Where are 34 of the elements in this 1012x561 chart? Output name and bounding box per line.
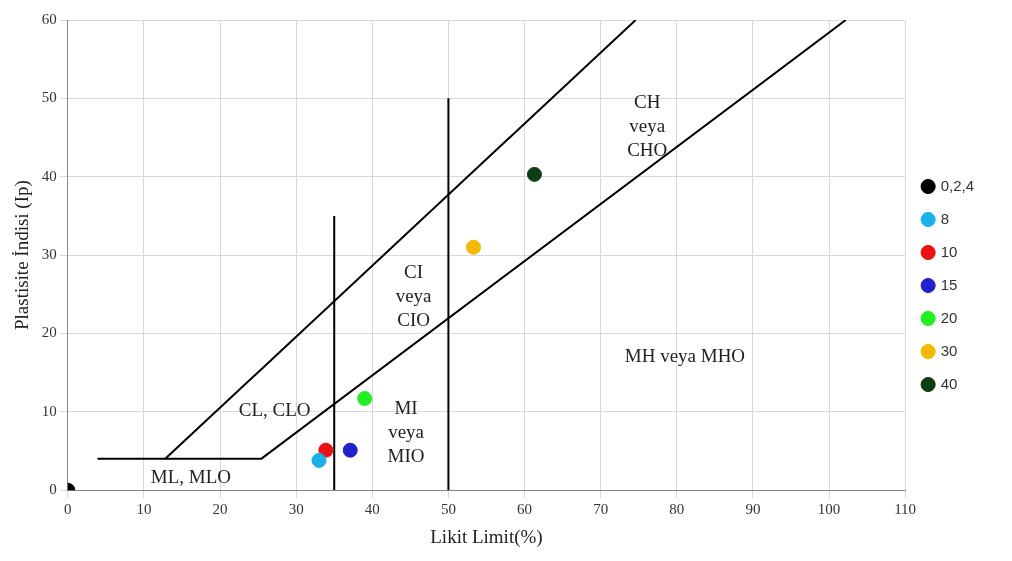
legend-label: 20: [940, 308, 958, 326]
annotation: CH veya CHO: [627, 91, 668, 161]
legend-label: 15: [940, 275, 958, 293]
legend-label: 10: [940, 242, 958, 260]
y-axis-title: Plastisite İndisi (Ip): [11, 180, 34, 331]
legend-label: 30: [940, 341, 958, 359]
x-tick-label: 60: [517, 501, 533, 518]
y-tick-label: 10: [41, 402, 57, 419]
x-tick-label: 110: [894, 501, 917, 518]
y-tick-label: 40: [41, 167, 57, 184]
annotation: MI veya MIO: [387, 397, 425, 467]
x-tick-label: 70: [593, 501, 609, 518]
y-tick-label: 30: [41, 246, 57, 263]
legend-label: 8: [940, 209, 949, 227]
x-tick-label: 20: [212, 501, 228, 518]
y-tick-label: 50: [41, 89, 57, 106]
annotation: CI veya CIO: [395, 261, 433, 331]
x-tick-label: 0: [64, 501, 72, 518]
annotation: MH veya MHO: [624, 344, 746, 366]
y-tick-label: 20: [41, 324, 57, 341]
x-tick-label: 40: [364, 501, 380, 518]
x-tick-label: 30: [288, 501, 304, 518]
x-axis-title: Likit Limit(%): [430, 525, 543, 548]
x-tick-label: 80: [669, 501, 685, 518]
annotation: CL, CLO: [238, 398, 311, 420]
y-tick-label: 0: [49, 481, 57, 498]
legend-label: 0,2,4: [940, 176, 975, 194]
x-tick-label: 100: [817, 501, 841, 518]
x-tick-label: 90: [745, 501, 761, 518]
legend-label: 40: [940, 374, 958, 392]
annotation: ML, MLO: [150, 465, 232, 487]
x-tick-label: 10: [136, 501, 152, 518]
x-tick-label: 50: [440, 501, 456, 518]
y-tick-label: 60: [41, 10, 57, 27]
